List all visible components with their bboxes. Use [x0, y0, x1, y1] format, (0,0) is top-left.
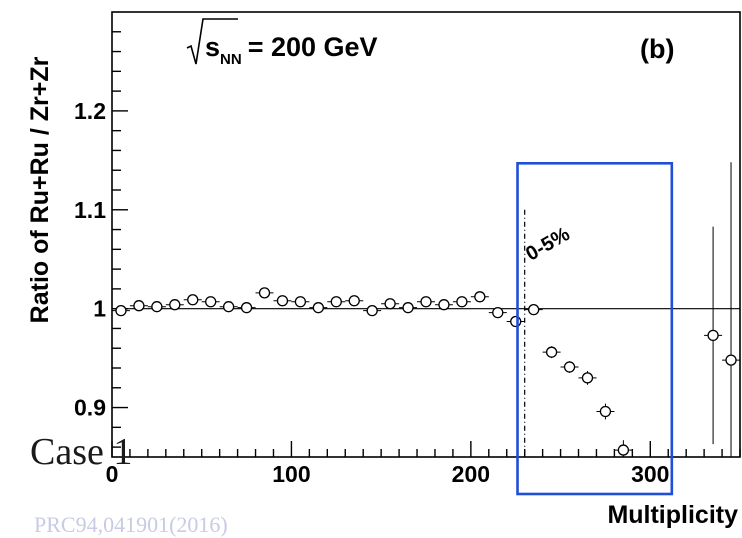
marker [348, 295, 360, 307]
marker [599, 405, 612, 418]
x-axis-label: Multiplicity [607, 501, 738, 529]
marker [617, 444, 630, 456]
data-point [722, 162, 741, 457]
y-tick-label: 0.9 [74, 395, 106, 421]
data-point [488, 306, 507, 319]
marker [169, 299, 181, 311]
data-point [345, 295, 364, 307]
title-subscript: NN [220, 51, 242, 68]
marker [151, 301, 163, 313]
data-point [452, 296, 471, 308]
x-tick-label: 0 [106, 461, 119, 487]
marker [545, 346, 558, 358]
highlight-box [516, 162, 674, 496]
sqrt-sign [186, 18, 238, 65]
x-tick-label: 300 [631, 461, 669, 487]
data-point [147, 301, 166, 313]
marker [222, 301, 235, 313]
data-points [111, 162, 741, 457]
data-point [506, 315, 525, 328]
data-point [542, 346, 561, 359]
data-point [111, 304, 130, 317]
y-axis-label: Ratio of Ru+Ru / Zr+Zr [26, 56, 54, 323]
marker [384, 298, 396, 310]
data-point [237, 302, 256, 314]
marker [133, 300, 145, 312]
marker [294, 296, 307, 308]
data-point [470, 291, 489, 303]
marker [187, 294, 199, 306]
data-point [578, 370, 597, 385]
marker [581, 372, 594, 384]
marker [276, 295, 289, 307]
data-point [255, 287, 274, 299]
data-point [417, 296, 435, 308]
data-point [614, 440, 633, 457]
data-point [704, 226, 723, 445]
marker [330, 296, 342, 308]
data-point [327, 296, 346, 308]
marker [492, 306, 504, 319]
marker [707, 329, 719, 342]
data-point [129, 300, 148, 312]
data-point [219, 301, 238, 313]
data-point [183, 294, 202, 306]
marker [563, 361, 576, 373]
marker [474, 291, 486, 303]
data-point [596, 403, 615, 420]
data-point [399, 302, 418, 314]
marker [725, 354, 737, 366]
x-tick-label: 200 [452, 461, 490, 487]
x-axis-ticks: 0 100 200 300 [106, 441, 741, 487]
title-s: s [205, 32, 220, 62]
y-tick-label: 1.1 [74, 197, 106, 223]
data-point [201, 296, 220, 308]
marker [456, 296, 468, 308]
marker [438, 299, 450, 311]
marker [115, 304, 127, 317]
centrality-label: 0-5% [522, 223, 574, 266]
marker [510, 315, 522, 328]
data-point [309, 302, 328, 314]
panel-label: (b) [640, 34, 674, 64]
reference-citation: PRC94,041901(2016) [34, 512, 228, 537]
chart-title: sNN = 200 GeV [186, 18, 378, 68]
marker [528, 304, 540, 316]
case-label: Case 1 [30, 431, 133, 473]
marker [258, 287, 271, 299]
data-point [524, 304, 543, 316]
y-axis-ticks: 0.9 1 1.1 1.2 [74, 31, 128, 448]
marker [402, 302, 414, 314]
plot-frame [111, 11, 741, 458]
x-tick-label: 100 [272, 461, 310, 487]
data-point [434, 299, 453, 311]
data-point [560, 361, 579, 373]
data-point [291, 296, 310, 308]
svg-text:sNN= 200 GeV: sNN = 200 GeV [205, 32, 378, 68]
marker [240, 302, 253, 314]
y-tick-label: 1 [93, 296, 106, 322]
marker [205, 296, 217, 308]
marker [312, 302, 324, 314]
data-point [273, 295, 292, 307]
title-energy: = 200 GeV [248, 32, 378, 62]
data-point [165, 299, 184, 311]
y-tick-label: 1.2 [74, 98, 106, 124]
data-point [363, 304, 382, 317]
marker [420, 296, 432, 308]
data-point [381, 298, 400, 310]
marker [366, 304, 378, 317]
